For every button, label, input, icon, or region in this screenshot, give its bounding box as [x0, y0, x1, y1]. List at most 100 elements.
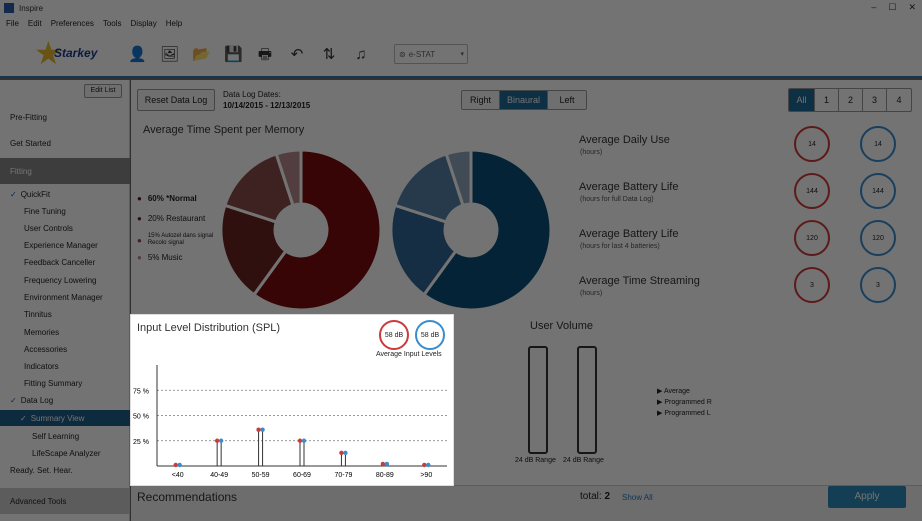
sidebar-item-tinnitus[interactable]: Tinnitus [24, 309, 52, 319]
sidebar-item-self-learning[interactable]: Self Learning [32, 431, 80, 441]
legend-item-music: ● 5% Music [137, 253, 183, 262]
sidebar-item-get-started[interactable]: Get Started [10, 138, 51, 148]
volume-slider-left[interactable] [577, 346, 597, 454]
lr-dot-icon: ● [137, 253, 142, 262]
data-point [256, 427, 261, 432]
menu-file[interactable]: File [6, 18, 19, 28]
volume-legend-average: ▶ Average [657, 388, 690, 395]
close-button[interactable]: ✕ [908, 2, 916, 12]
reset-data-log-button[interactable]: Reset Data Log [137, 89, 215, 111]
tab-memory-3[interactable]: 3 [863, 89, 887, 111]
print-icon[interactable]: 🖶 [257, 46, 273, 63]
sidebar-item-environment-manager[interactable]: Environment Manager [24, 292, 103, 302]
sidebar-item-advanced-tools[interactable]: Advanced Tools [0, 488, 130, 514]
recommendations-title: Recommendations [137, 490, 238, 504]
metric-subtitle: (hours) [580, 290, 603, 297]
person-icon[interactable]: 👤 [128, 46, 147, 63]
data-point [301, 438, 307, 443]
metric-value-left: 3 [860, 267, 896, 303]
data-point [422, 462, 427, 468]
sidebar-item-accessories[interactable]: Accessories [24, 344, 68, 354]
metric-subtitle: (hours for last 4 batteries) [580, 243, 660, 250]
sidebar-item-quickfit[interactable]: ✓ QuickFit [10, 189, 51, 199]
menu-bar: File Edit Preferences Tools Display Help [0, 16, 922, 30]
x-tick-label: 80-89 [376, 472, 394, 479]
metric-title: Average Battery Life [579, 181, 679, 193]
estat-dropdown[interactable]: ⊚ e-STAT ▾ [394, 44, 468, 64]
volume-legend: ▶ Average ▶ Programmed R ▶ Programmed L [657, 386, 712, 419]
data-point [218, 438, 224, 443]
folder-icon[interactable]: 📂 [192, 46, 211, 63]
tab-memory-all[interactable]: All [789, 89, 815, 111]
tab-memory-1[interactable]: 1 [815, 89, 839, 111]
sidebar-item-fitting[interactable]: Fitting [0, 158, 130, 184]
sidebar-item-user-controls[interactable]: User Controls [24, 223, 73, 233]
show-all-link[interactable]: Show All [622, 493, 653, 502]
undo-icon[interactable]: ↶ [290, 46, 304, 63]
data-log-dates: 10/14/2015 - 12/13/2015 [223, 101, 311, 110]
edit-list-button[interactable]: Edit List [84, 84, 122, 98]
sidebar-item-fitting-summary[interactable]: Fitting Summary [24, 378, 83, 388]
music-icon[interactable]: ♫ [355, 46, 367, 63]
sidebar-item-frequency-lowering[interactable]: Frequency Lowering [24, 275, 97, 285]
memory-selector: All 1 2 3 4 [788, 88, 912, 112]
menu-display[interactable]: Display [130, 18, 157, 28]
menu-tools[interactable]: Tools [102, 18, 122, 28]
y-tick-label: 50 % [133, 414, 149, 421]
sidebar-item-data-log[interactable]: ✓ Data Log [10, 395, 54, 405]
sidebar-item-fine-tuning[interactable]: Fine Tuning [24, 206, 66, 216]
metric-value-right: 120 [794, 220, 830, 256]
sidebar-item-ready-set-hear[interactable]: Ready. Set. Hear. [10, 465, 73, 475]
triangle-icon: ▶ [657, 388, 664, 395]
metric-subtitle: (hours for full Data Log) [580, 196, 654, 203]
stream-icon[interactable]: ⇅ [322, 46, 336, 63]
lr-dot-icon: ● [137, 194, 142, 203]
x-tick-label: <40 [172, 472, 184, 479]
metric-title: Average Battery Life [579, 228, 679, 240]
sidebar-item-pre-fitting[interactable]: Pre-Fitting [10, 112, 47, 122]
data-point [173, 462, 178, 468]
image-icon[interactable]: 🖼 [160, 46, 180, 63]
app-icon [4, 3, 14, 13]
check-icon: ✓ [10, 395, 17, 405]
x-tick-label: 60-69 [293, 472, 311, 479]
check-icon: ✓ [20, 413, 27, 423]
user-volume-title: User Volume [530, 320, 593, 332]
tab-left[interactable]: Left [548, 91, 586, 109]
volume-legend-programmed-r: ▶ Programmed R [657, 399, 712, 406]
input-level-title: Input Level Distribution (SPL) [137, 322, 281, 334]
menu-preferences[interactable]: Preferences [50, 18, 94, 28]
starkey-logo: ★ Starkey [34, 35, 98, 71]
tab-memory-2[interactable]: 2 [839, 89, 863, 111]
menu-help[interactable]: Help [165, 18, 183, 28]
side-selector: Right Binaural Left [461, 90, 587, 110]
estat-status-icon: ⊚ [399, 49, 406, 59]
sidebar: Edit List Pre-Fitting Get Started Fittin… [0, 80, 130, 521]
maximize-button[interactable]: ☐ [888, 2, 897, 12]
apply-button[interactable]: Apply [828, 486, 906, 508]
minimize-button[interactable]: – [871, 2, 877, 12]
legend-item-restaurant: ● 20% Restaurant [137, 214, 206, 223]
sidebar-item-lifescape-analyzer[interactable]: LifeScape Analyzer [32, 448, 101, 458]
tab-memory-4[interactable]: 4 [896, 95, 902, 105]
tab-binaural[interactable]: Binaural [500, 91, 548, 109]
sidebar-item-summary-view[interactable]: ✓ Summary View [0, 410, 130, 426]
tab-right[interactable]: Right [462, 91, 500, 109]
x-tick-label: >90 [420, 472, 432, 479]
estat-label: e-STAT [408, 49, 436, 59]
metric-value-left: 14 [860, 126, 896, 162]
volume-slider-right[interactable] [528, 346, 548, 454]
menu-edit[interactable]: Edit [27, 18, 42, 28]
sidebar-item-indicators[interactable]: Indicators [24, 361, 59, 371]
save-icon[interactable]: 💾 [224, 46, 243, 63]
sidebar-item-feedback-canceller[interactable]: Feedback Canceller [24, 257, 96, 267]
data-point [177, 462, 182, 468]
sidebar-item-experience-manager[interactable]: Experience Manager [24, 240, 98, 250]
metric-value-left: 144 [860, 173, 896, 209]
lr-dot-icon: ● [137, 235, 142, 245]
metric-value-right: 144 [794, 173, 830, 209]
input-level-panel: Input Level Distribution (SPL) 58 dB 58 … [130, 314, 454, 486]
data-log-dates-label: Data Log Dates: [223, 90, 281, 99]
x-tick-label: 70-79 [334, 472, 352, 479]
sidebar-item-memories[interactable]: Memories [24, 327, 60, 337]
